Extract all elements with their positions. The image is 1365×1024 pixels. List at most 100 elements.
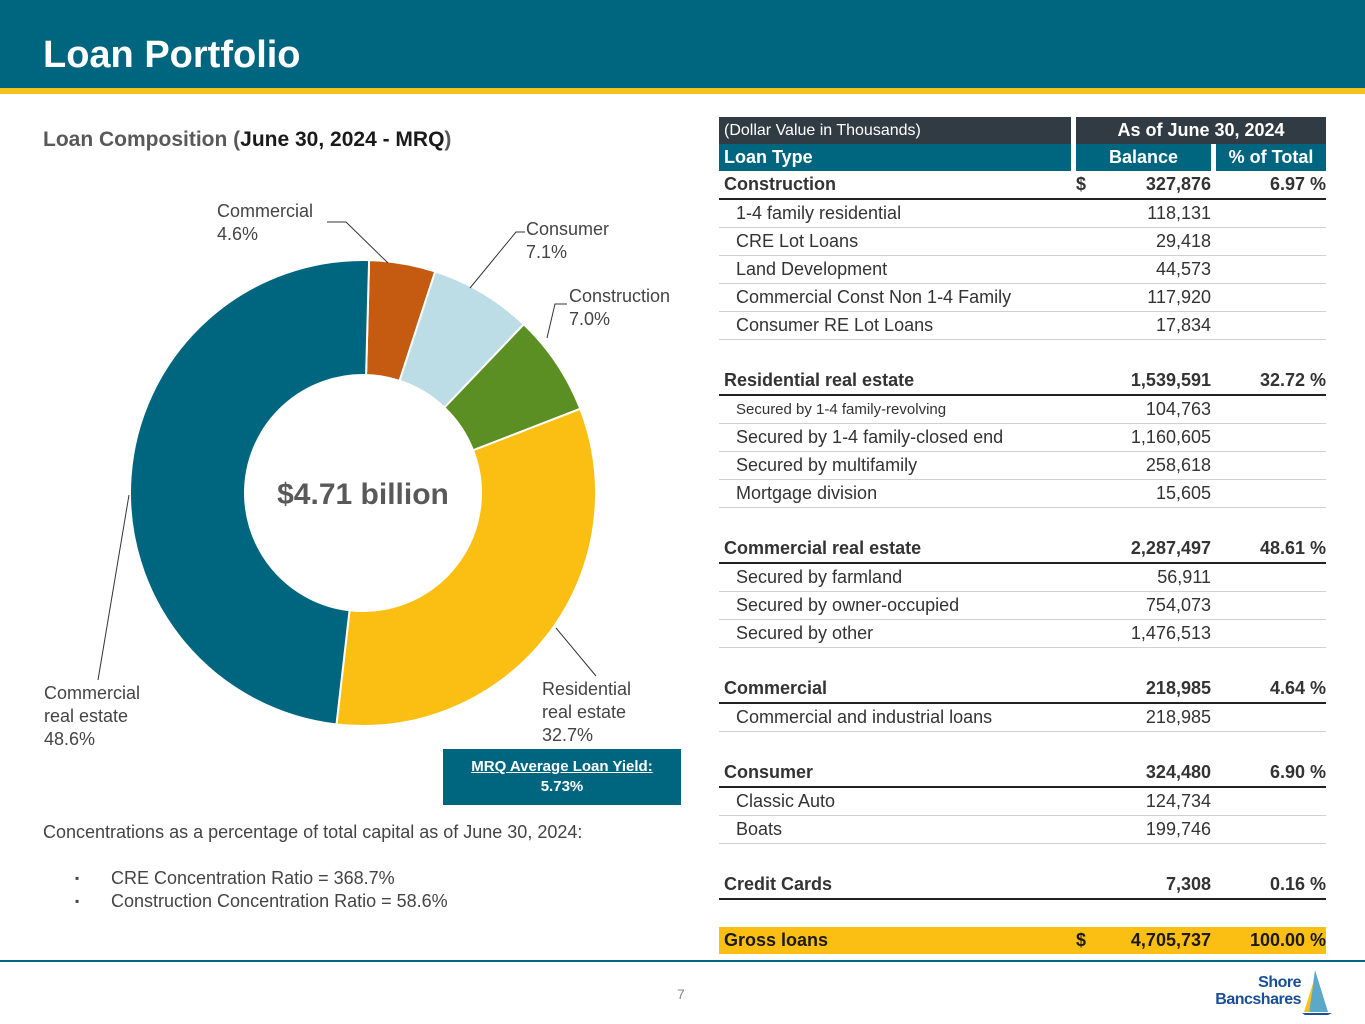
- item-balance: 124,734: [1103, 787, 1211, 816]
- table-spacer: [719, 899, 1326, 927]
- bullet-marker: ▪: [75, 894, 80, 908]
- col-header-pct: % of Total: [1216, 144, 1326, 171]
- item-row: Secured by owner-occupied 754,073: [719, 591, 1326, 620]
- item-name: Secured by 1-4 family-closed end: [719, 423, 1071, 452]
- company-logo: Shore Bancshares: [1210, 968, 1335, 1016]
- item-row: Land Development 44,573: [719, 255, 1326, 284]
- group-name: Commercial: [719, 675, 1071, 704]
- group-row: Residential real estate 1,539,591 32.72 %: [719, 367, 1326, 396]
- as-of-header: As of June 30, 2024: [1076, 117, 1326, 144]
- group-name: Credit Cards: [719, 871, 1071, 900]
- item-name: CRE Lot Loans: [719, 227, 1071, 256]
- yield-label: MRQ Average Loan Yield:: [471, 758, 653, 775]
- subtitle-suffix: ): [444, 128, 452, 151]
- sail-icon: [1302, 970, 1332, 1015]
- logo-text: Shore Bancshares: [1215, 974, 1301, 1008]
- item-row: Secured by 1-4 family-closed end 1,160,60…: [719, 423, 1326, 452]
- item-row: Secured by farmland 56,911: [719, 563, 1326, 592]
- dollar-sign: [1076, 675, 1103, 704]
- table-spacer: [719, 508, 1326, 536]
- leader-line: [97, 494, 130, 681]
- group-balance: 1,539,591: [1103, 367, 1211, 396]
- concentration-text: CRE Concentration Ratio = 368.7%: [111, 868, 395, 888]
- donut-slice-residential-real-estate: [335, 407, 597, 727]
- concentration-item: ▪ CRE Concentration Ratio = 368.7%: [75, 867, 448, 890]
- item-balance: 117,920: [1103, 283, 1211, 312]
- slice-label-line: 48.6%: [44, 729, 95, 749]
- slice-label-line: real estate: [542, 702, 626, 722]
- table-spacer: [719, 648, 1326, 676]
- item-balance: 104,763: [1103, 395, 1211, 424]
- header-bar: [0, 0, 1365, 88]
- dollar-sign: [1076, 367, 1103, 396]
- leader-line: [327, 221, 389, 264]
- group-name: Residential real estate: [719, 367, 1071, 396]
- slice-label-line: Commercial: [44, 683, 140, 703]
- dollar-sign: $: [1076, 927, 1103, 954]
- group-balance: 324,480: [1103, 759, 1211, 788]
- group-pct: 6.90 %: [1216, 759, 1326, 788]
- item-row: Boats 199,746: [719, 815, 1326, 844]
- slice-label: Consumer 7.1%: [526, 219, 609, 262]
- group-row: Commercial 218,985 4.64 %: [719, 675, 1326, 704]
- item-name: 1-4 family residential: [719, 199, 1071, 228]
- loan-composition-donut-chart: Commercial 4.6% Consumer 7.1% Construction 7.…: [44, 201, 670, 749]
- leader-line: [546, 303, 567, 339]
- slice-label-line: 32.7%: [542, 725, 593, 745]
- item-row: Commercial Const Non 1-4 Family 117,920: [719, 283, 1326, 312]
- table-spacer: [719, 340, 1326, 368]
- item-name: Secured by owner-occupied: [719, 591, 1071, 620]
- header-stripe: [0, 88, 1365, 94]
- item-balance: 118,131: [1103, 199, 1211, 228]
- item-name: Secured by other: [719, 619, 1071, 648]
- group-pct: 6.97 %: [1216, 171, 1326, 200]
- logo-line-2: Bancshares: [1215, 991, 1301, 1008]
- dollar-sign: [1076, 759, 1103, 788]
- table-header-row-2: Loan Type Balance % of Total: [719, 144, 1326, 171]
- group-name: Construction: [719, 171, 1071, 200]
- item-row: Mortgage division 15,605: [719, 479, 1326, 508]
- item-row: 1-4 family residential 118,131: [719, 199, 1326, 228]
- item-name: Secured by 1-4 family-revolving: [719, 395, 1071, 424]
- subtitle-prefix: Loan Composition (: [43, 128, 241, 151]
- total-pct: 100.00 %: [1216, 927, 1326, 954]
- item-name: Classic Auto: [719, 787, 1071, 816]
- item-balance: 15,605: [1103, 479, 1211, 508]
- group-balance: 2,287,497: [1103, 535, 1211, 564]
- group-row: Consumer 324,480 6.90 %: [719, 759, 1326, 788]
- group-pct: 32.72 %: [1216, 367, 1326, 396]
- item-balance: 258,618: [1103, 451, 1211, 480]
- slice-label-line: Commercial: [217, 201, 313, 221]
- group-balance: 7,308: [1103, 871, 1211, 900]
- yield-value: 5.73%: [540, 778, 584, 795]
- group-row: Construction $327,876 6.97 %: [719, 171, 1326, 200]
- slice-label-line: 4.6%: [217, 224, 258, 244]
- donut-slice-commercial-real-estate: [129, 259, 371, 726]
- footer-divider: [0, 960, 1365, 962]
- concentrations-intro: Concentrations as a percentage of total …: [43, 822, 583, 842]
- loan-table: (Dollar Value in Thousands) As of June 3…: [719, 117, 1326, 954]
- leader-line: [469, 231, 525, 289]
- item-name: Commercial Const Non 1-4 Family: [719, 283, 1071, 312]
- item-row: Secured by multifamily 258,618: [719, 451, 1326, 480]
- slice-label-line: 7.1%: [526, 242, 567, 262]
- dollar-note: (Dollar Value in Thousands): [719, 117, 1071, 144]
- slice-label-line: 7.0%: [569, 309, 610, 329]
- item-row: Commercial and industrial loans 218,985: [719, 703, 1326, 732]
- donut-center-label: $4.71 billion: [277, 478, 449, 511]
- col-header-balance: Balance: [1076, 144, 1211, 171]
- slice-label: Residential real estate 32.7%: [542, 679, 631, 745]
- dollar-sign: $: [1076, 171, 1103, 200]
- slice-label-line: real estate: [44, 706, 128, 726]
- total-balance: 4,705,737: [1103, 927, 1211, 954]
- chart-subtitle: Loan Composition (June 30, 2024 - MRQ): [43, 128, 451, 152]
- group-row: Commercial real estate 2,287,497 48.61 %: [719, 535, 1326, 564]
- concentration-list: ▪ CRE Concentration Ratio = 368.7% ▪ Const…: [75, 867, 448, 913]
- slice-label-line: Construction: [569, 286, 670, 306]
- item-name: Secured by farmland: [719, 563, 1071, 592]
- item-name: Commercial and industrial loans: [719, 703, 1071, 732]
- subtitle-date: June 30, 2024 - MRQ: [240, 128, 445, 151]
- concentration-text: Construction Concentration Ratio = 58.6%: [111, 891, 448, 911]
- item-balance: 29,418: [1103, 227, 1211, 256]
- slice-label: Commercial real estate 48.6%: [44, 683, 140, 749]
